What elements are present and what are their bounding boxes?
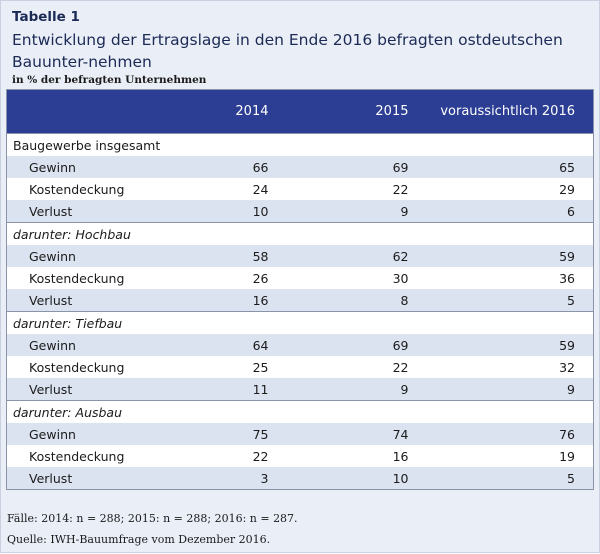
section-header-row: darunter: Tiefbau xyxy=(6,311,594,334)
value-cell: 10 xyxy=(286,467,427,490)
row-label: Gewinn xyxy=(6,156,167,178)
table-row: Kostendeckung 24 22 29 xyxy=(6,178,594,200)
table-row: Kostendeckung 22 16 19 xyxy=(6,445,594,467)
section-name: Tiefbau xyxy=(75,315,123,331)
data-table: 2014 2015 voraussichtlich 2016 Baugewerb… xyxy=(6,89,594,490)
value-cell: 22 xyxy=(166,445,287,467)
column-header-2016: voraussichtlich 2016 xyxy=(426,89,594,134)
value-cell: 6 xyxy=(426,200,594,223)
value-cell: 69 xyxy=(286,156,427,178)
column-header-blank xyxy=(6,89,167,134)
section-header-row: darunter: Ausbau xyxy=(6,400,594,423)
section-name: Baugewerbe insgesamt xyxy=(13,137,161,153)
section-name: Hochbau xyxy=(75,226,131,242)
value-cell: 9 xyxy=(426,378,594,401)
value-cell: 76 xyxy=(426,423,594,445)
section-prefix: darunter: xyxy=(13,226,72,242)
value-cell: 22 xyxy=(286,178,427,200)
value-cell: 32 xyxy=(426,356,594,378)
value-cell: 9 xyxy=(286,378,427,401)
value-cell: 58 xyxy=(166,245,287,267)
value-cell: 16 xyxy=(166,289,287,312)
value-cell: 5 xyxy=(426,467,594,490)
table-row: Gewinn 58 62 59 xyxy=(6,245,594,267)
table-row: Verlust 11 9 9 xyxy=(6,378,594,401)
table-row: Gewinn 75 74 76 xyxy=(6,423,594,445)
value-cell: 8 xyxy=(286,289,427,312)
section-title: Baugewerbe insgesamt xyxy=(6,133,594,156)
table-title: Entwicklung der Ertragslage in den Ende … xyxy=(12,31,563,71)
row-label: Kostendeckung xyxy=(6,445,167,467)
table-row: Verlust 10 9 6 xyxy=(6,200,594,223)
table-header: 2014 2015 voraussichtlich 2016 xyxy=(6,89,594,134)
value-cell: 29 xyxy=(426,178,594,200)
table-subtitle: in % der befragten Unternehmen xyxy=(12,74,207,86)
column-header-2014: 2014 xyxy=(166,89,287,134)
row-label: Gewinn xyxy=(6,423,167,445)
table-label: Tabelle 1 xyxy=(12,9,80,25)
value-cell: 59 xyxy=(426,245,594,267)
row-label: Verlust xyxy=(6,289,167,312)
value-cell: 19 xyxy=(426,445,594,467)
value-cell: 22 xyxy=(286,356,427,378)
column-header-2015: 2015 xyxy=(286,89,427,134)
value-cell: 3 xyxy=(166,467,287,490)
value-cell: 64 xyxy=(166,334,287,356)
section-name: Ausbau xyxy=(75,404,123,420)
value-cell: 10 xyxy=(166,200,287,223)
value-cell: 74 xyxy=(286,423,427,445)
value-cell: 36 xyxy=(426,267,594,289)
section-prefix: darunter: xyxy=(13,315,72,331)
value-cell: 69 xyxy=(286,334,427,356)
value-cell: 9 xyxy=(286,200,427,223)
value-cell: 26 xyxy=(166,267,287,289)
value-cell: 24 xyxy=(166,178,287,200)
footnote-cases: Fälle: 2014: n = 288; 2015: n = 288; 201… xyxy=(7,512,298,525)
row-label: Verlust xyxy=(6,200,167,223)
table-row: Kostendeckung 26 30 36 xyxy=(6,267,594,289)
section-prefix: darunter: xyxy=(13,404,72,420)
section-header-row: darunter: Hochbau xyxy=(6,222,594,245)
section-header-row: Baugewerbe insgesamt xyxy=(6,133,594,156)
table-body: Baugewerbe insgesamt Gewinn 66 69 65 Kostende… xyxy=(6,133,594,490)
value-cell: 30 xyxy=(286,267,427,289)
table-row: Gewinn 66 69 65 xyxy=(6,156,594,178)
row-label: Gewinn xyxy=(6,334,167,356)
section-title: darunter: Ausbau xyxy=(6,400,594,423)
row-label: Verlust xyxy=(6,378,167,401)
table-row: Kostendeckung 25 22 32 xyxy=(6,356,594,378)
value-cell: 65 xyxy=(426,156,594,178)
table-row: Verlust 3 10 5 xyxy=(6,467,594,490)
value-cell: 5 xyxy=(426,289,594,312)
value-cell: 16 xyxy=(286,445,427,467)
footnotes: Fälle: 2014: n = 288; 2015: n = 288; 201… xyxy=(7,512,298,554)
row-label: Kostendeckung xyxy=(6,267,167,289)
value-cell: 59 xyxy=(426,334,594,356)
row-label: Gewinn xyxy=(6,245,167,267)
footnote-source: Quelle: IWH-Bauumfrage vom Dezember 2016… xyxy=(7,533,271,546)
table-row: Verlust 16 8 5 xyxy=(6,289,594,312)
value-cell: 11 xyxy=(166,378,287,401)
row-label: Kostendeckung xyxy=(6,178,167,200)
value-cell: 75 xyxy=(166,423,287,445)
value-cell: 62 xyxy=(286,245,427,267)
section-title: darunter: Tiefbau xyxy=(6,311,594,334)
section-title: darunter: Hochbau xyxy=(6,222,594,245)
value-cell: 25 xyxy=(166,356,287,378)
row-label: Kostendeckung xyxy=(6,356,167,378)
value-cell: 66 xyxy=(166,156,287,178)
row-label: Verlust xyxy=(6,467,167,490)
table-row: Gewinn 64 69 59 xyxy=(6,334,594,356)
